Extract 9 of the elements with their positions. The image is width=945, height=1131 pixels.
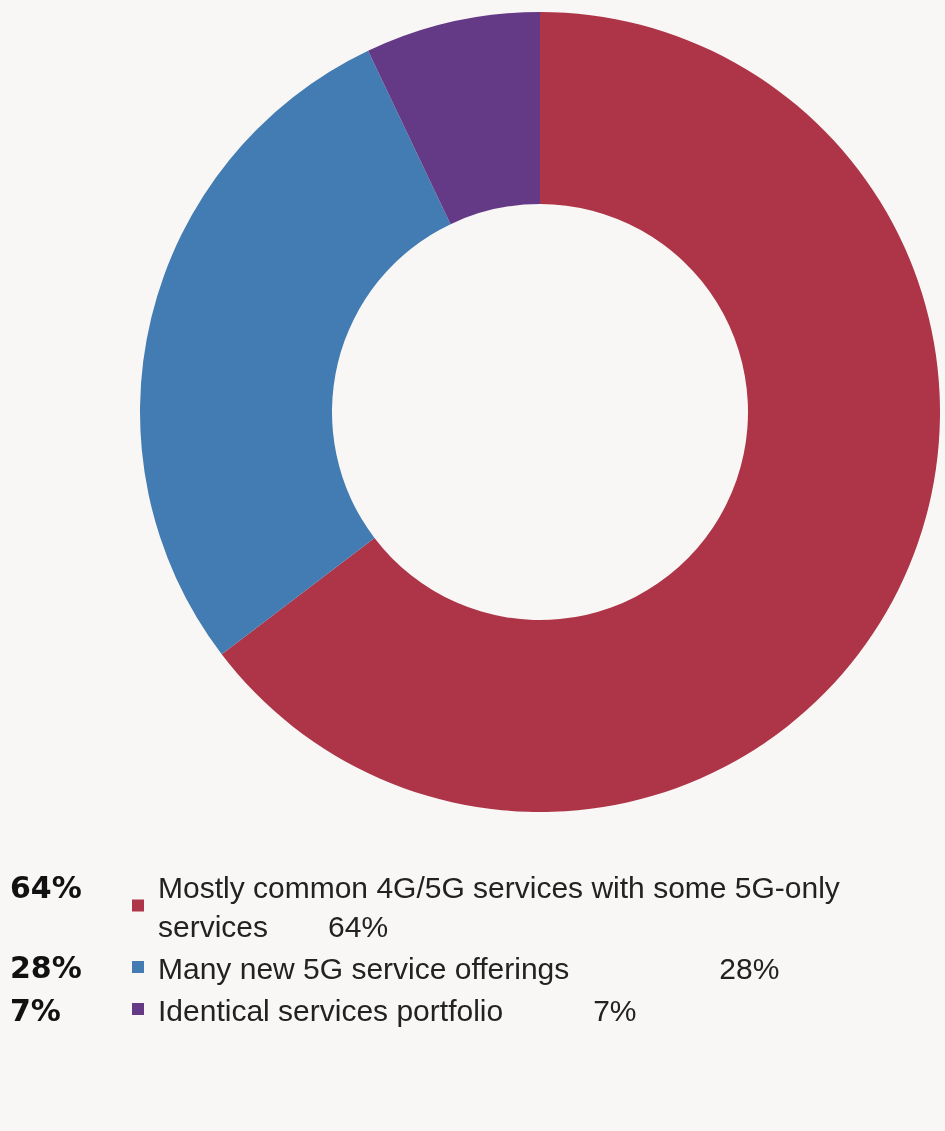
donut-slice	[140, 50, 451, 655]
data-label: 7%	[10, 993, 61, 1028]
legend-label: Many new 5G service offerings 28%	[158, 951, 780, 985]
donut-slice	[221, 12, 940, 812]
data-label: 64%	[10, 870, 82, 905]
data-label: 28%	[10, 950, 82, 985]
legend-label: Identical services portfolio 7%	[158, 993, 637, 1027]
legend-label: Mostly common 4G/5G services with some 5G-only services 64%	[158, 870, 840, 943]
donut-slice	[368, 12, 540, 225]
